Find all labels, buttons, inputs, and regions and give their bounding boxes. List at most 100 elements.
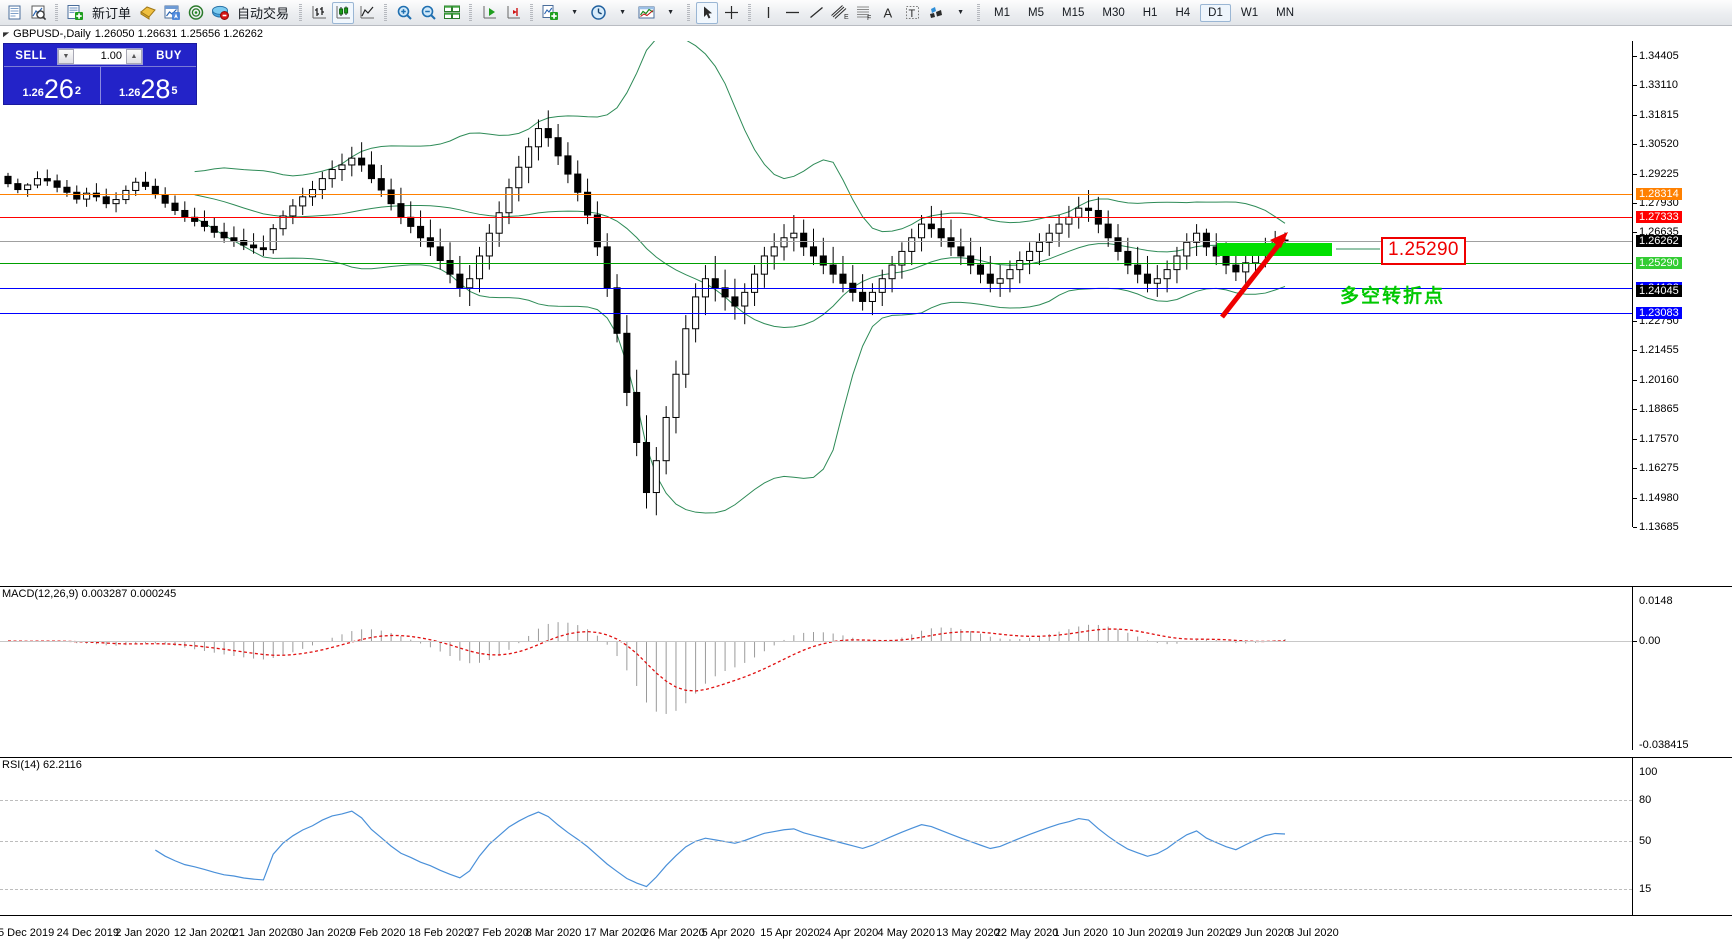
zoom-in-icon[interactable] bbox=[393, 2, 415, 24]
buy-button[interactable]: BUY bbox=[156, 50, 182, 62]
timeframe-m30[interactable]: M30 bbox=[1102, 6, 1125, 19]
candle bbox=[279, 210, 287, 236]
time-tick-label: 2 Jan 2020 bbox=[115, 927, 170, 939]
shapes-icon[interactable] bbox=[925, 2, 947, 24]
candle bbox=[770, 233, 778, 270]
crosshair-icon[interactable] bbox=[720, 2, 742, 24]
price-level-label[interactable]: 1.27333 bbox=[1636, 210, 1682, 223]
price-level-label[interactable]: 1.24045 bbox=[1636, 285, 1682, 298]
rsi-tick-label: 80 bbox=[1639, 793, 1652, 806]
period-dropdown-icon[interactable]: ▼ bbox=[611, 2, 633, 24]
bollinger-band-upper bbox=[194, 41, 1286, 233]
level-line bbox=[0, 240, 1632, 242]
indicators-dropdown-icon[interactable]: ▼ bbox=[563, 2, 585, 24]
timeframe-m1[interactable]: M1 bbox=[994, 6, 1011, 19]
candle bbox=[1193, 224, 1201, 256]
equidistant-channel-icon[interactable]: E bbox=[829, 2, 851, 24]
zoom-out-icon[interactable] bbox=[417, 2, 439, 24]
sell-button[interactable]: SELL bbox=[15, 50, 47, 62]
volume-decrement-button[interactable]: ▼ bbox=[58, 48, 74, 64]
shapes-dropdown-icon[interactable]: ▼ bbox=[949, 2, 971, 24]
text-label-icon[interactable]: T bbox=[901, 2, 923, 24]
templates-icon[interactable] bbox=[635, 2, 657, 24]
horizontal-line-icon[interactable] bbox=[781, 2, 803, 24]
candle bbox=[475, 246, 484, 293]
price-level-label[interactable]: 1.23083 bbox=[1636, 307, 1682, 320]
one-click-trading-panel[interactable]: SELL ▼ 1.00 ▲ BUY 1.26 26 2 1.26 28 5 bbox=[3, 43, 197, 105]
volume-input[interactable]: 1.00 bbox=[100, 50, 122, 62]
timeframe-mn[interactable]: MN bbox=[1276, 6, 1294, 19]
bar-chart-icon[interactable] bbox=[308, 2, 330, 24]
timeframe-h1[interactable]: H1 bbox=[1142, 6, 1158, 19]
chart-shift-icon[interactable] bbox=[502, 2, 524, 24]
candle bbox=[358, 142, 366, 172]
metaeditor-icon[interactable] bbox=[137, 2, 159, 24]
price-tick-label: 1.21455 bbox=[1639, 344, 1679, 357]
price-level-label[interactable]: 1.28314 bbox=[1636, 188, 1682, 201]
candle bbox=[446, 242, 454, 284]
new-order-icon[interactable] bbox=[64, 2, 86, 24]
price-divider bbox=[99, 67, 101, 104]
candle bbox=[554, 124, 562, 165]
tile-windows-icon[interactable] bbox=[441, 2, 463, 24]
macd-tick-label: 0.0148 bbox=[1639, 595, 1673, 607]
rsi-plot-area[interactable] bbox=[0, 758, 1632, 915]
candle bbox=[819, 237, 827, 275]
support-zone-rectangle[interactable] bbox=[1217, 243, 1332, 256]
period-icon[interactable] bbox=[587, 2, 609, 24]
macd-axis[interactable]: 0.0148 0.00 -0.038415 bbox=[1632, 587, 1732, 751]
timeframe-m5[interactable]: M5 bbox=[1028, 6, 1044, 19]
new-chart-icon[interactable] bbox=[3, 2, 25, 24]
indicators-icon[interactable] bbox=[539, 2, 561, 24]
rsi-axis[interactable]: 100 80 50 15 bbox=[1632, 758, 1732, 915]
toolbar-separator bbox=[975, 3, 982, 22]
macd-plot-area[interactable] bbox=[0, 587, 1632, 750]
time-axis[interactable]: 5 Dec 2019 24 Dec 2019 2 Jan 2020 12 Jan 20… bbox=[0, 915, 1732, 946]
autotrading-icon[interactable] bbox=[209, 2, 231, 24]
price-plot-area[interactable] bbox=[0, 41, 1632, 527]
main-toolbar: 新订单 自动交易 bbox=[0, 0, 1732, 26]
axis-tick bbox=[1633, 350, 1637, 352]
time-tick-label: 8 Jul 2020 bbox=[1288, 927, 1339, 939]
price-callout-label[interactable]: 1.25290 bbox=[1381, 237, 1466, 265]
candle bbox=[269, 224, 277, 254]
time-tick-label: 17 Mar 2020 bbox=[584, 927, 647, 939]
trendline-icon[interactable] bbox=[805, 2, 827, 24]
price-tick-label: 1.14980 bbox=[1639, 491, 1679, 504]
timeframe-d1[interactable]: D1 bbox=[1200, 3, 1231, 22]
chart-collapse-icon[interactable]: ◤ bbox=[3, 30, 10, 38]
one-click-trading-header: SELL ▼ 1.00 ▲ BUY bbox=[4, 44, 196, 66]
timeframe-w1[interactable]: W1 bbox=[1240, 6, 1259, 19]
templates-dropdown-icon[interactable]: ▼ bbox=[659, 2, 681, 24]
time-tick-label: 5 Dec 2019 bbox=[0, 927, 55, 939]
candle bbox=[1026, 242, 1034, 275]
new-order-label[interactable]: 新订单 bbox=[88, 2, 135, 24]
vertical-line-icon[interactable] bbox=[757, 2, 779, 24]
profiles-icon[interactable] bbox=[27, 2, 49, 24]
volume-increment-button[interactable]: ▲ bbox=[126, 48, 142, 64]
timeframe-h4[interactable]: H4 bbox=[1175, 6, 1191, 19]
candlestick-chart-icon[interactable] bbox=[332, 1, 355, 24]
ask-price[interactable]: 1.26 28 5 bbox=[101, 67, 197, 104]
bid-price[interactable]: 1.26 26 2 bbox=[4, 67, 100, 104]
price-axis[interactable]: 1.34405 1.33110 1.31815 1.30520 1.29225 1.279… bbox=[1632, 41, 1732, 533]
candle bbox=[1035, 233, 1043, 266]
cursor-icon[interactable] bbox=[696, 1, 719, 24]
autotrading-label[interactable]: 自动交易 bbox=[233, 2, 293, 24]
price-level-label[interactable]: 1.26262 bbox=[1636, 234, 1682, 247]
market-watch-icon[interactable] bbox=[185, 2, 207, 24]
fibonacci-retracement-icon[interactable]: F bbox=[853, 2, 875, 24]
navigator-icon[interactable] bbox=[161, 2, 183, 24]
auto-scroll-icon[interactable] bbox=[478, 2, 500, 24]
volume-stepper[interactable]: ▼ 1.00 ▲ bbox=[57, 47, 143, 65]
timeframe-m15[interactable]: M15 bbox=[1062, 6, 1085, 19]
line-chart-icon[interactable] bbox=[356, 2, 378, 24]
turning-point-label[interactable]: 多空转折点 bbox=[1340, 286, 1446, 307]
time-tick-label: 13 May 2020 bbox=[936, 927, 1000, 939]
axis-tick bbox=[1633, 527, 1637, 528]
price-level-label[interactable]: 1.25290 bbox=[1636, 257, 1682, 269]
candle bbox=[859, 274, 867, 311]
text-icon[interactable]: A bbox=[877, 2, 899, 24]
candle bbox=[888, 255, 896, 293]
candle bbox=[92, 183, 100, 202]
